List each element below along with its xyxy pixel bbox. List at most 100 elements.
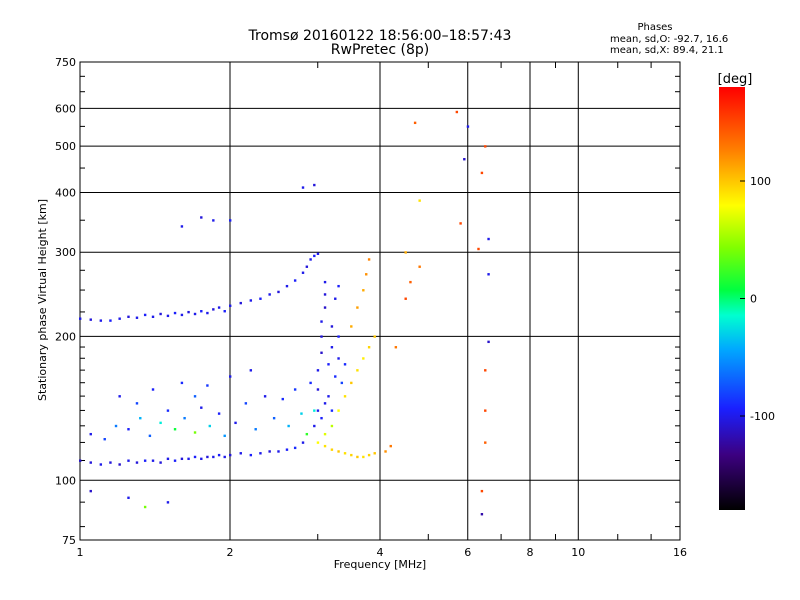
chart-title: Tromsø 20160122 18:56:00–18:57:43 xyxy=(248,28,512,44)
data-point xyxy=(173,459,177,462)
data-point xyxy=(159,421,162,425)
data-point xyxy=(268,293,271,296)
data-point xyxy=(223,310,226,313)
data-point xyxy=(151,388,155,391)
data-point xyxy=(229,453,232,457)
data-point xyxy=(223,455,226,459)
data-point xyxy=(313,254,316,258)
data-point xyxy=(455,110,459,114)
stats-line-x: mean, sd,X: 89.4, 21.1 xyxy=(610,45,724,56)
data-point xyxy=(173,311,177,315)
data-point xyxy=(316,441,320,444)
data-point xyxy=(212,308,215,311)
data-point xyxy=(249,453,253,457)
data-point xyxy=(463,158,466,161)
data-point xyxy=(362,289,365,292)
data-point xyxy=(320,335,323,338)
data-point xyxy=(159,312,162,316)
data-point xyxy=(148,434,152,438)
data-point xyxy=(484,409,487,412)
data-point xyxy=(293,388,297,391)
data-points xyxy=(79,110,490,516)
data-point xyxy=(373,335,376,338)
data-point xyxy=(323,432,327,436)
data-point xyxy=(356,369,359,372)
y-tick-label: 400 xyxy=(55,186,76,199)
data-point xyxy=(239,301,242,305)
data-point xyxy=(459,222,462,225)
data-point xyxy=(103,437,106,441)
data-point xyxy=(330,346,334,349)
data-point xyxy=(89,318,92,321)
data-point xyxy=(350,453,353,457)
data-point xyxy=(143,459,147,462)
data-point xyxy=(259,452,262,455)
data-point xyxy=(480,513,484,516)
data-point xyxy=(200,310,203,313)
data-point xyxy=(212,219,215,222)
data-point xyxy=(277,450,280,453)
data-point xyxy=(389,444,392,448)
data-point xyxy=(277,290,280,294)
data-point xyxy=(180,313,184,317)
data-point xyxy=(281,397,284,401)
data-point xyxy=(173,428,177,431)
data-point xyxy=(484,145,487,148)
data-point xyxy=(206,455,209,459)
data-point xyxy=(151,315,155,319)
data-point xyxy=(166,501,170,504)
data-point xyxy=(334,375,337,378)
data-point xyxy=(89,489,92,493)
data-point xyxy=(180,457,184,461)
data-point xyxy=(313,409,316,412)
data-point xyxy=(323,306,327,309)
data-point xyxy=(212,455,215,459)
data-point xyxy=(301,271,305,274)
data-point xyxy=(223,434,226,438)
data-point xyxy=(337,357,340,360)
colorbar-tick-label: -100 xyxy=(750,410,775,423)
data-point xyxy=(135,461,139,464)
data-point xyxy=(187,310,190,314)
stats-line-o: mean, sd,O: -92.7, 16.6 xyxy=(610,34,728,45)
data-point xyxy=(487,273,490,276)
x-tick-label: 8 xyxy=(527,546,534,559)
data-point xyxy=(301,441,305,444)
data-point xyxy=(337,284,340,288)
data-point xyxy=(151,459,155,462)
y-axis-ticks: 75 100 200 300 400 500 600 750 xyxy=(55,56,76,547)
data-point xyxy=(343,363,347,366)
data-point xyxy=(229,219,232,222)
x-axis-ticks: 1 2 4 6 8 10 16 xyxy=(77,546,688,559)
data-point xyxy=(316,388,320,391)
data-point xyxy=(350,325,353,328)
data-point xyxy=(327,395,330,398)
data-point xyxy=(79,459,82,462)
data-point xyxy=(229,304,232,307)
data-point xyxy=(127,459,130,462)
data-point xyxy=(166,457,170,461)
data-point xyxy=(79,317,82,320)
data-point xyxy=(316,252,320,256)
x-tick-label: 16 xyxy=(673,546,687,559)
stats-heading: Phases xyxy=(637,22,672,33)
data-point xyxy=(484,441,487,444)
data-point xyxy=(118,317,121,320)
data-point xyxy=(166,314,170,318)
data-point xyxy=(394,346,398,349)
data-point xyxy=(143,313,147,317)
data-point xyxy=(305,265,309,268)
x-tick-label: 2 xyxy=(227,546,234,559)
data-point xyxy=(404,251,407,254)
data-point xyxy=(373,452,376,455)
y-tick-label: 75 xyxy=(62,534,76,547)
data-point xyxy=(350,381,353,385)
data-point xyxy=(249,299,253,302)
data-point xyxy=(118,395,121,398)
data-point xyxy=(334,297,337,300)
data-point xyxy=(323,402,327,405)
data-point xyxy=(135,402,139,405)
colorbar-ticks: 100 0 -100 xyxy=(740,175,775,423)
data-point xyxy=(300,412,303,415)
